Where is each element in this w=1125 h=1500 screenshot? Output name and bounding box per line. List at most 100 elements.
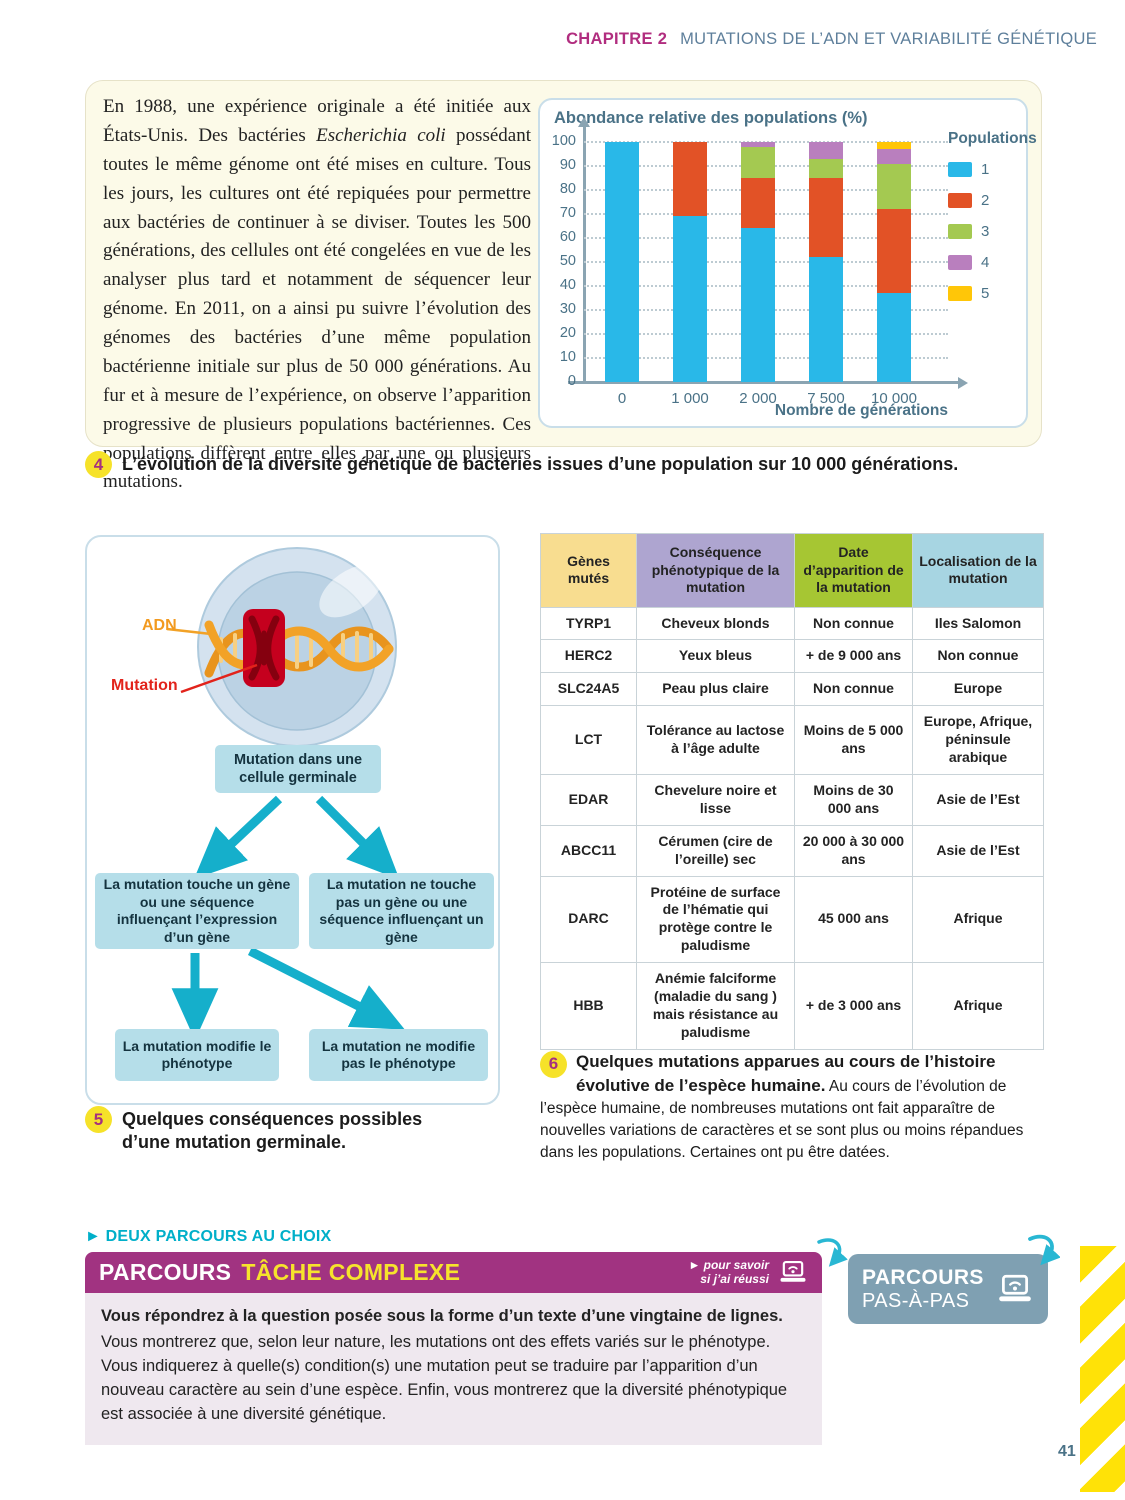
bar-segment-population-3: [741, 146, 775, 178]
table-row: DARC Protéine de surface de l’hématie qui…: [540, 875, 1044, 964]
laptop-wifi-icon: [998, 1274, 1031, 1301]
y-tick-label: 100: [551, 133, 576, 149]
bar-segment-population-4: [877, 149, 911, 164]
value-cell: Afrique: [912, 962, 1044, 1050]
x-tick-label: 0: [617, 390, 627, 407]
y-tick-label: 60: [559, 229, 576, 245]
legend-label: 1: [981, 161, 990, 178]
curved-arrow-icon: [1028, 1234, 1060, 1266]
mutation-block: [243, 609, 285, 687]
parcours-body-text: Vous montrerez que, selon leur nature, l…: [101, 1332, 788, 1423]
bar-segment-population-2: [741, 178, 775, 229]
bar-segment-population-3: [877, 163, 911, 210]
y-tick-label: 10: [559, 349, 576, 365]
legend-swatch: [948, 162, 972, 177]
value-cell: Protéine de surface de l’hématie qui pro…: [636, 875, 795, 964]
figure6-caption-bold: Quelques mutations apparues au cours de …: [576, 1052, 996, 1096]
column-header: Conséquence phénotypique de la mutation: [636, 533, 795, 608]
value-cell: + de 9 000 ans: [794, 639, 913, 674]
legend-swatch: [948, 255, 972, 270]
figure4-badge: 4: [85, 451, 112, 478]
banner-note-line1: ► pour savoir: [688, 1257, 769, 1272]
value-cell: Tolérance au lactose à l’âge adulte: [636, 705, 795, 775]
value-cell: Non connue: [794, 606, 913, 641]
legend-swatch: [948, 224, 972, 239]
decorative-stripes: [1080, 1246, 1125, 1492]
column-header: Localisation de la mutation: [912, 533, 1044, 608]
y-tick-label: 0: [567, 373, 576, 389]
figure5-caption: 5 Quelques conséquences possibles d’une …: [85, 1106, 475, 1155]
legend-swatch: [948, 193, 972, 208]
population-chart: Abondance relative des populations (%) N…: [538, 98, 1037, 428]
bar-segment-population-5: [877, 142, 911, 150]
bar-segment-population-2: [673, 142, 707, 217]
banner-note-line2: si j’ai réussi: [700, 1271, 769, 1286]
y-tick-label: 80: [559, 181, 576, 197]
table-row: LCT Tolérance au lactose à l’âge adulte Mo…: [540, 705, 1044, 775]
flow-box-phenotype-modified: La mutation modifie le phénotype: [115, 1029, 279, 1081]
species-name-italic: Escherichia coli: [316, 124, 446, 146]
y-axis-arrow-icon: [578, 117, 590, 127]
legend-swatch: [948, 286, 972, 301]
table-row: TYRP1 Cheveux blonds Non connue Iles Salomo…: [540, 606, 1044, 641]
column-header: Date d’apparition de la mutation: [794, 533, 913, 608]
cell-highlight: [319, 564, 383, 618]
value-cell: Moins de 30 000 ans: [794, 773, 913, 826]
parcours-tache-complexe-banner: PARCOURS TÂCHE COMPLEXE ► pour savoir si…: [85, 1252, 822, 1293]
gene-cell: HBB: [540, 962, 637, 1050]
pap-subtitle: PAS-À-PAS: [862, 1289, 970, 1312]
laptop-wifi-icon: [780, 1261, 806, 1282]
gene-cell: ABCC11: [540, 824, 637, 877]
banner-title: PARCOURS: [99, 1259, 232, 1285]
x-tick-label: 1 000: [671, 390, 709, 407]
legend-item-population-5: 5: [948, 285, 1028, 302]
mutation-leader-line: [180, 663, 258, 694]
mutation-label: Mutation: [111, 677, 178, 694]
cell-and-arrows-illustration: [166, 547, 405, 1041]
value-cell: + de 3 000 ans: [794, 962, 913, 1050]
flow-box-germline: Mutation dans une cellule germinale: [215, 745, 381, 793]
banner-note: ► pour savoir si j’ai réussi: [688, 1257, 769, 1287]
bar-segment-population-1: [877, 293, 911, 382]
value-cell: Peau plus claire: [636, 672, 795, 707]
x-axis-label: Nombre de générations: [774, 402, 948, 419]
value-cell: Afrique: [912, 875, 1044, 964]
figure6-badge: 6: [540, 1051, 567, 1078]
legend-label: 4: [981, 254, 990, 271]
figure6-caption-text: Au cours de l’évolution de l’espèce huma…: [540, 1078, 1024, 1162]
legend-label: 3: [981, 223, 990, 240]
figure5-caption-text: Quelques conséquences possibles d’une mu…: [122, 1109, 423, 1153]
legend-title: Populations: [948, 130, 1037, 147]
intro-text-before: En 1988, une expérience originale a été …: [103, 96, 531, 146]
bar-segment-population-3: [809, 158, 843, 178]
legend-item-population-3: 3: [948, 223, 1028, 240]
parcours-pas-a-pas-box: PARCOURS PAS-À-PAS: [848, 1254, 1048, 1324]
value-cell: Asie de l’Est: [912, 773, 1044, 826]
chapter-label: CHAPITRE 2: [566, 30, 668, 48]
value-cell: Non connue: [912, 639, 1044, 674]
legend-item-population-2: 2: [948, 192, 1028, 209]
gene-cell: DARC: [540, 875, 637, 964]
value-cell: Chevelure noire et lisse: [636, 773, 795, 826]
chapter-title: MUTATIONS DE L’ADN ET VARIABILITÉ GÉNÉTI…: [680, 30, 1097, 48]
mutations-table-wrap: Gènes mutés Conséquence phénotypique de l…: [540, 533, 1044, 1050]
figure4-caption-text: L’évolution de la diversité génétique de…: [122, 454, 959, 474]
intro-paragraph: En 1988, une expérience originale a été …: [103, 93, 531, 497]
chart-title: Abondance relative des populations (%): [554, 109, 868, 127]
parcours-body-lead: Vous répondrez à la question posée sous …: [101, 1307, 783, 1325]
y-tick-label: 90: [559, 157, 576, 173]
flow-box-gene-untouched: La mutation ne touche pas un gène ou une…: [309, 873, 494, 949]
value-cell: Yeux bleus: [636, 639, 795, 674]
y-axis: [583, 126, 586, 384]
legend-items: 1 2 3 4 5: [948, 161, 1028, 302]
chart-legend: Populations 1 2 3 4 5: [948, 130, 1037, 316]
value-cell: Iles Salomon: [912, 606, 1044, 641]
adn-leader-line: [166, 627, 212, 636]
x-tick-label: 2 000: [739, 390, 777, 407]
adn-label: ADN: [142, 617, 177, 634]
value-cell: Cheveux blonds: [636, 606, 795, 641]
column-header: Gènes mutés: [540, 533, 637, 608]
table-row: ABCC11 Cérumen (cire de l’oreille) sec 20 …: [540, 824, 1044, 877]
y-tick-label: 40: [559, 277, 576, 293]
